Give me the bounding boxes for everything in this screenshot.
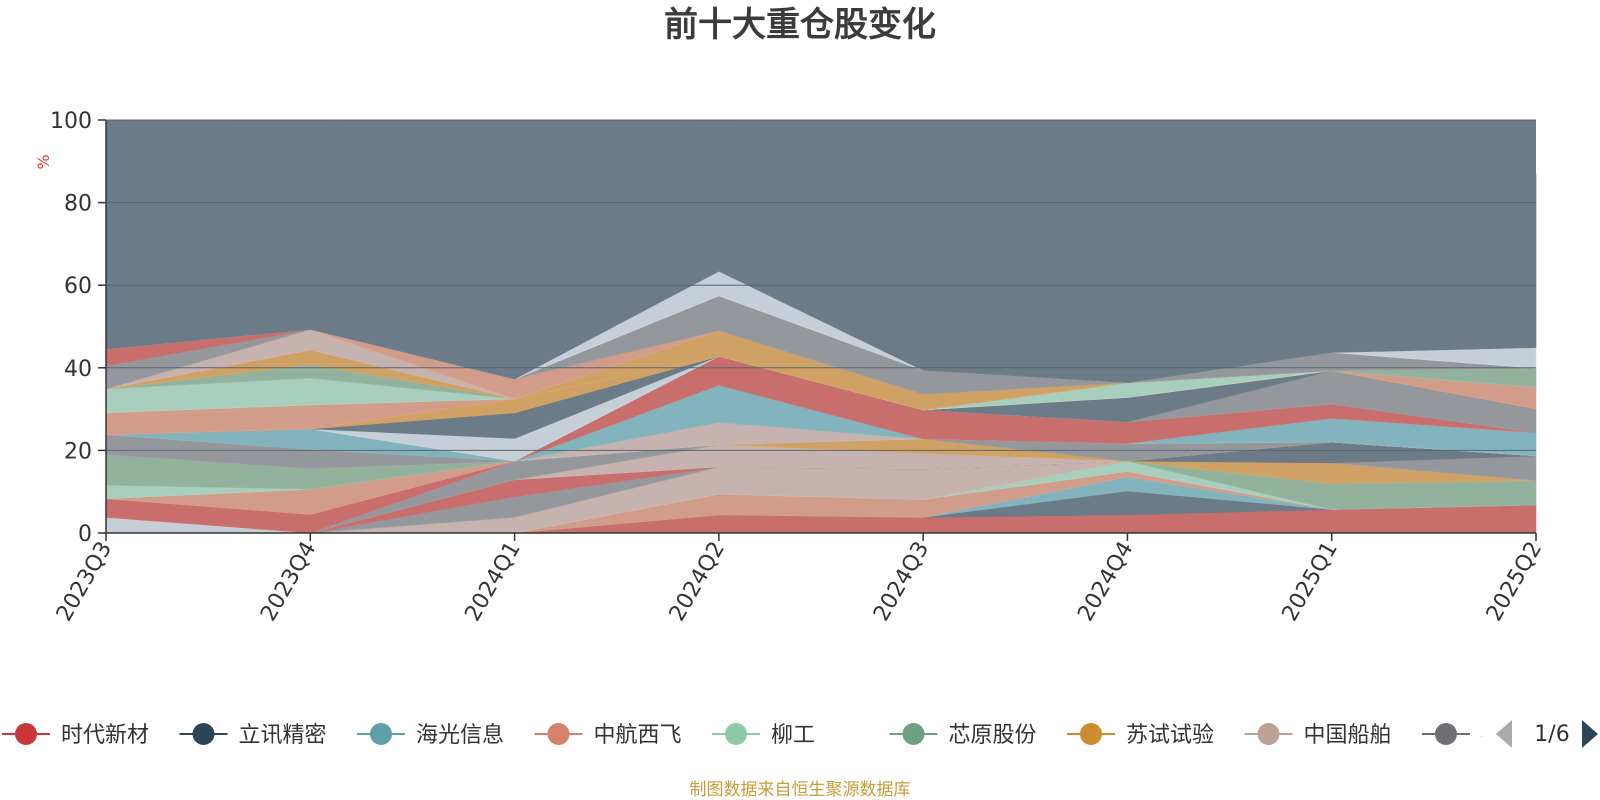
legend-item[interactable]: 芯原股份 bbox=[889, 723, 1037, 748]
legend-label: 中航西飞 bbox=[594, 723, 682, 748]
legend-label: 时代新材 bbox=[61, 723, 149, 748]
legend-item[interactable]: 时代新材 bbox=[2, 723, 149, 748]
area-series-41 bbox=[105, 120, 1537, 384]
legend-prev-icon[interactable] bbox=[1496, 720, 1512, 748]
y-axis-unit: % bbox=[34, 154, 53, 169]
chart-title: 前十大重仓股变化 bbox=[664, 5, 936, 45]
legend-label: 福斯特 bbox=[1481, 723, 1547, 748]
x-tick-label: 2025Q2 bbox=[1482, 538, 1547, 626]
legend-item[interactable]: 海光信息 bbox=[357, 723, 504, 748]
legend-page-indicator: 1/6 bbox=[1534, 722, 1569, 747]
legend-marker-icon bbox=[15, 723, 37, 745]
legend-marker-icon bbox=[1435, 723, 1457, 745]
legend-marker-icon bbox=[370, 723, 392, 745]
legend-marker-icon bbox=[547, 723, 570, 745]
y-tick-label: 60 bbox=[64, 274, 92, 299]
legend-pager: 1/6 bbox=[1496, 720, 1598, 748]
legend-marker-icon bbox=[1080, 723, 1102, 745]
x-tick-label: 2025Q1 bbox=[1278, 538, 1343, 626]
legend-marker-icon bbox=[902, 723, 925, 745]
legend-item[interactable]: 中航西飞 bbox=[534, 723, 682, 748]
legend-marker-icon bbox=[1257, 723, 1280, 745]
legend-items: 时代新材 立讯精密 海光信息 中航西飞 柳工 芯原股份 苏试试验 中国船舶 福斯特 bbox=[2, 723, 1547, 748]
x-tick-label: 2023Q4 bbox=[256, 538, 321, 626]
y-tick-label: 100 bbox=[50, 109, 92, 134]
x-tick-label: 2023Q3 bbox=[52, 538, 117, 626]
legend-label: 立讯精密 bbox=[239, 723, 327, 748]
legend-item[interactable]: 立讯精密 bbox=[179, 723, 327, 748]
y-tick-label: 80 bbox=[64, 192, 92, 217]
legend-marker-icon bbox=[192, 723, 215, 745]
legend-label: 柳工 bbox=[771, 723, 815, 748]
legend-item[interactable]: 福斯特 bbox=[1422, 723, 1547, 748]
y-tick-label: 20 bbox=[64, 439, 92, 464]
x-tick-label: 2024Q3 bbox=[869, 538, 934, 626]
legend-label: 海光信息 bbox=[416, 723, 504, 748]
legend: 时代新材 立讯精密 海光信息 中航西飞 柳工 芯原股份 苏试试验 中国船舶 福斯特 bbox=[2, 723, 1547, 748]
series-areas bbox=[105, 120, 1537, 534]
legend-label: 中国船舶 bbox=[1304, 723, 1392, 748]
x-axis-ticks: 2023Q3 2023Q4 2024Q1 2024Q2 2024Q3 2024Q4 2025… bbox=[52, 533, 1547, 626]
legend-label: 苏试试验 bbox=[1126, 723, 1214, 748]
legend-marker-icon bbox=[725, 723, 747, 745]
legend-label: 芯原股份 bbox=[949, 723, 1037, 748]
x-tick-label: 2024Q4 bbox=[1073, 538, 1138, 626]
x-tick-label: 2024Q2 bbox=[665, 538, 730, 626]
legend-item[interactable]: 柳工 bbox=[712, 723, 815, 748]
legend-next-icon[interactable] bbox=[1582, 720, 1598, 748]
legend-item[interactable]: 中国船舶 bbox=[1244, 723, 1392, 748]
y-tick-label: 40 bbox=[64, 357, 92, 382]
legend-item[interactable]: 苏试试验 bbox=[1067, 723, 1214, 748]
y-tick-label: 0 bbox=[78, 522, 92, 547]
x-tick-label: 2024Q1 bbox=[460, 538, 525, 626]
y-axis-ticks: 0 20 40 60 80 100 bbox=[50, 109, 106, 547]
grid-lines bbox=[106, 119, 1536, 451]
data-source-note: 制图数据来自恒生聚源数据库 bbox=[690, 780, 911, 800]
